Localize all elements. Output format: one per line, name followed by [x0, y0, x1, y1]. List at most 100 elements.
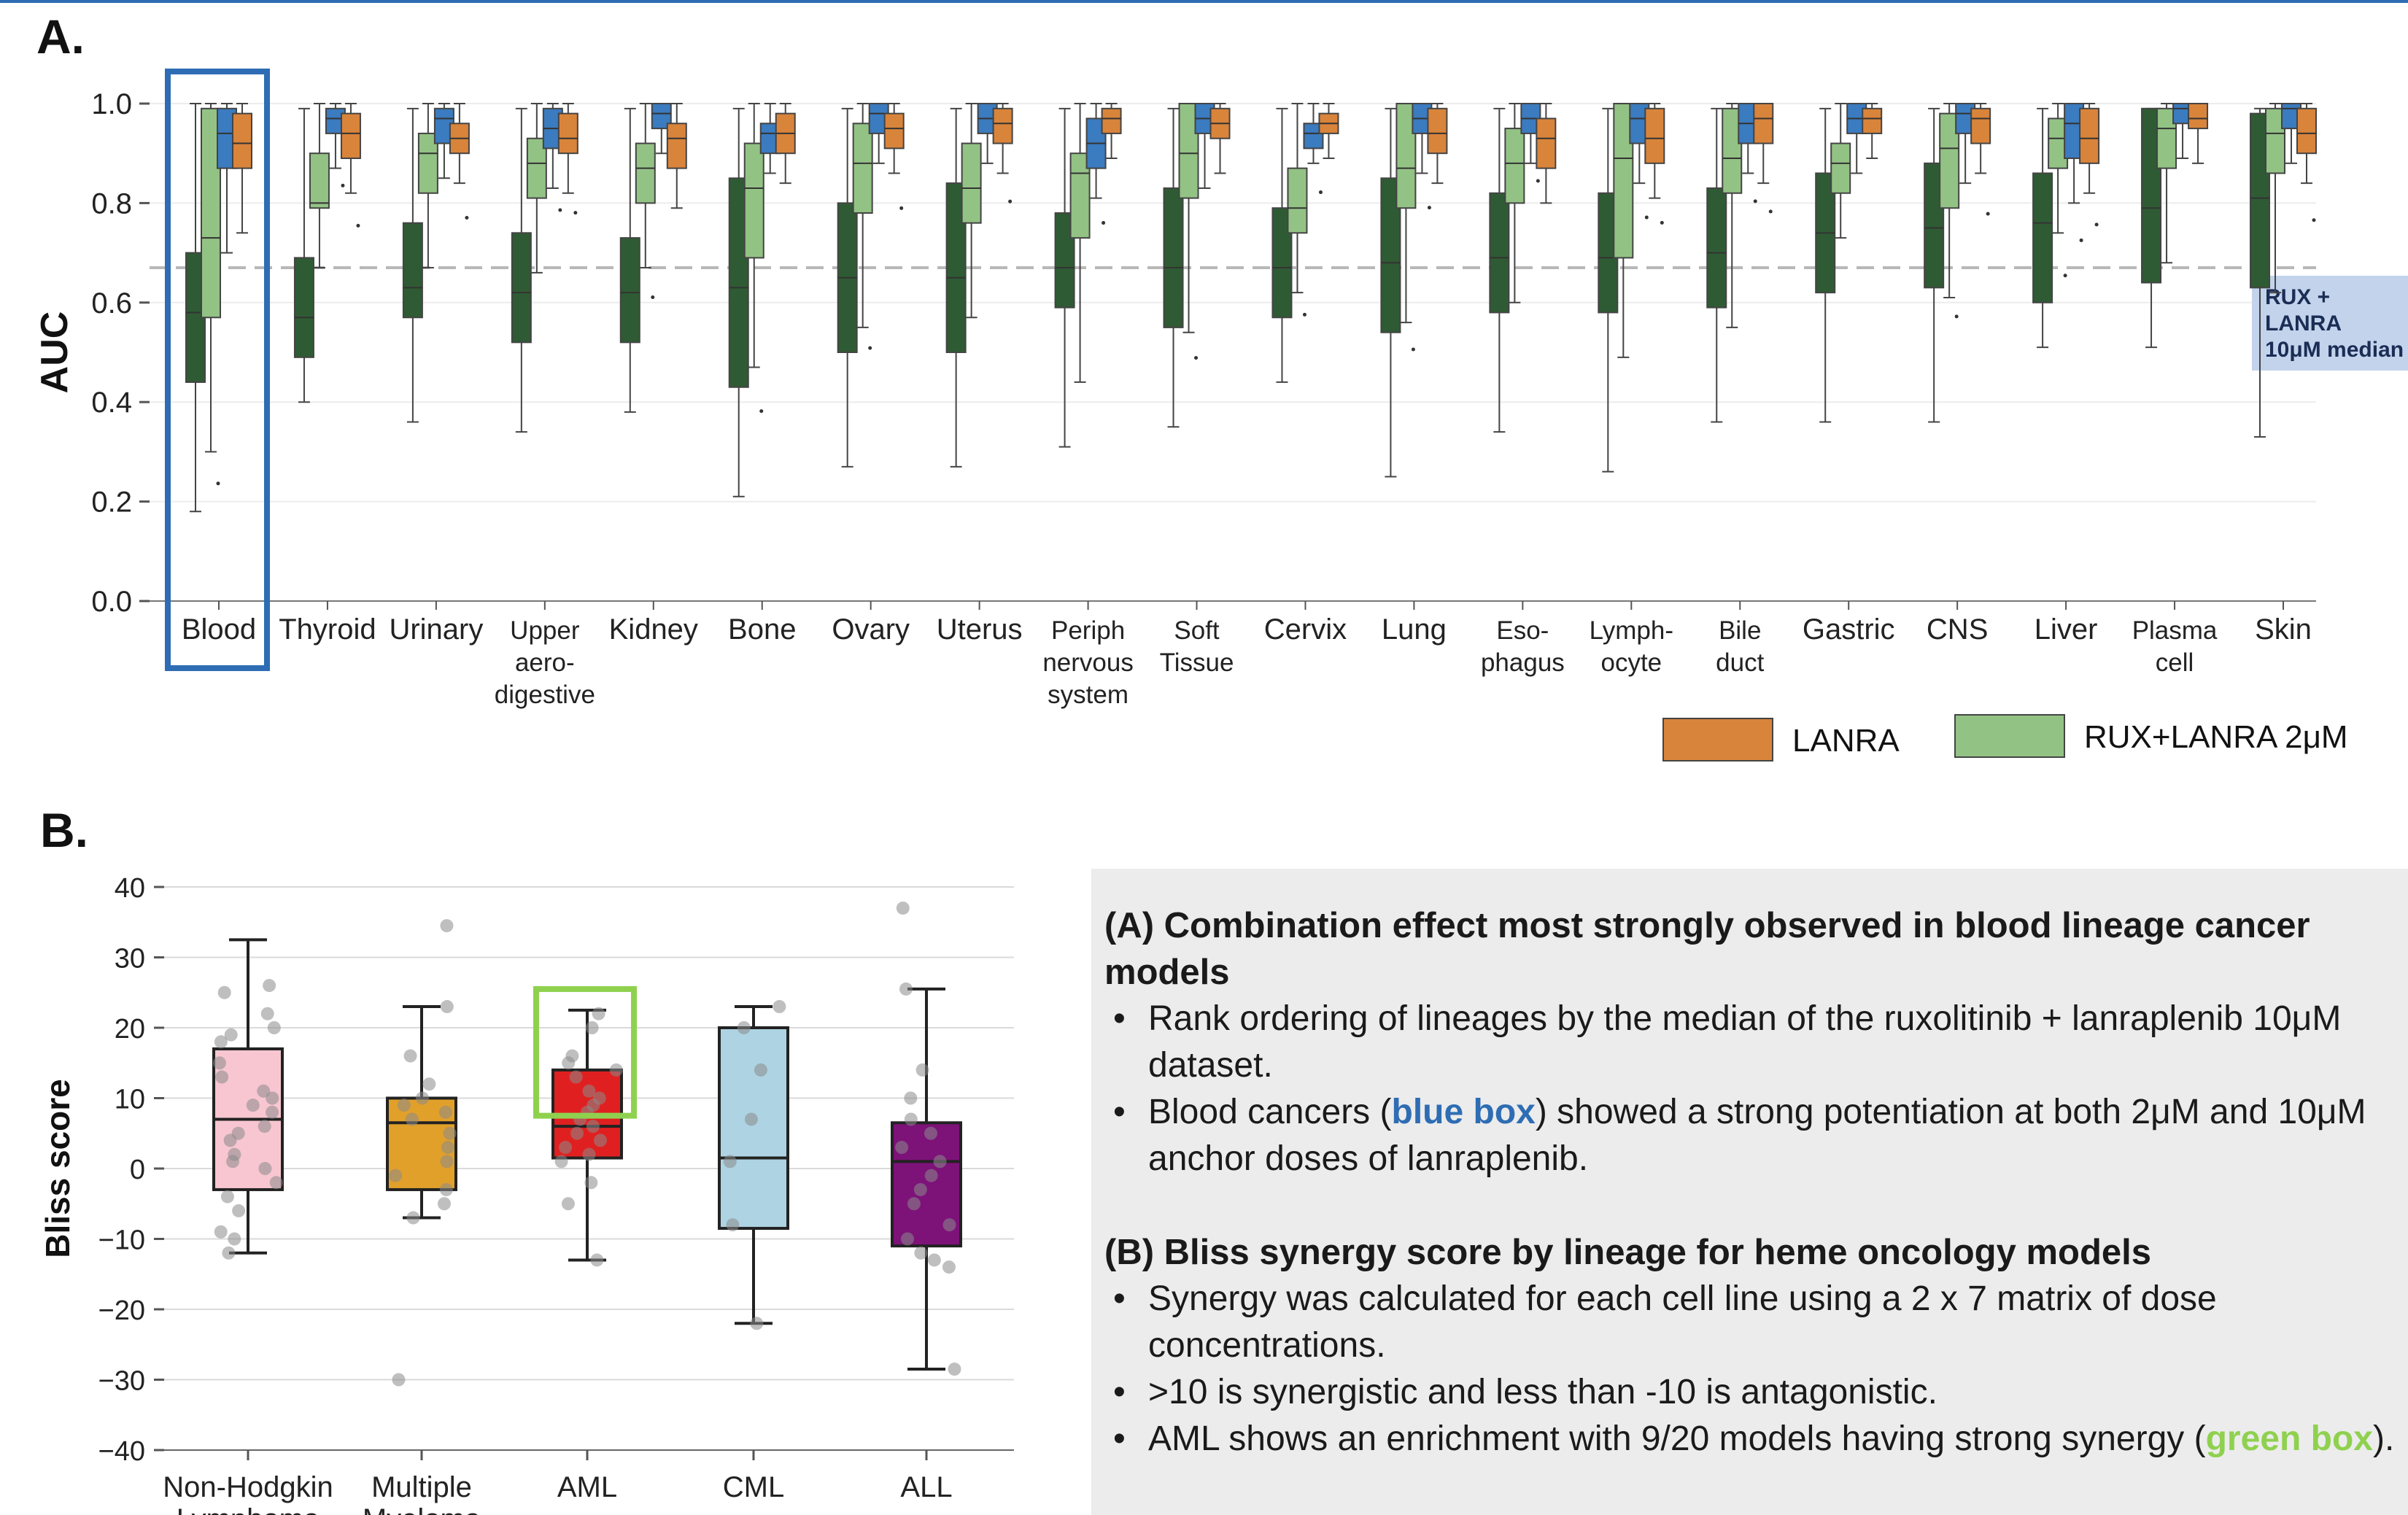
x-tick-label-a: ocyte — [1600, 648, 1662, 677]
data-point-b — [726, 1218, 740, 1232]
outlier-point-a — [356, 223, 360, 228]
box-lanra — [1862, 107, 1883, 134]
data-point-b — [590, 1253, 604, 1267]
data-point-b — [913, 1182, 927, 1196]
box-bliss-3 — [718, 1026, 789, 1231]
box-lanra — [666, 123, 687, 169]
data-point-b — [228, 1232, 241, 1246]
y-tick-label-a: 0.8 — [91, 187, 132, 220]
y-tick-label-b: −30 — [98, 1366, 145, 1397]
box-lanra — [1753, 103, 1774, 144]
data-point-b — [226, 1155, 240, 1169]
summary-b-bullet-3-pre: AML shows an enrichment with 9/20 models… — [1148, 1419, 2206, 1458]
data-point-b — [223, 1134, 237, 1147]
outlier-point-a — [868, 346, 872, 350]
green-box-highlight-text: green box — [2205, 1419, 2373, 1458]
summary-b-bullet-2: >10 is synergistic and less than -10 is … — [1104, 1369, 2403, 1416]
x-tick-label-a: Cervix — [1264, 613, 1347, 646]
x-tick-label-a: Kidney — [609, 613, 698, 646]
box-lanra — [1970, 107, 1991, 144]
data-point-b — [214, 1035, 228, 1049]
summary-a-bullet-2-pre: Blood cancers ( — [1148, 1093, 1392, 1131]
box-combo10 — [1706, 187, 1727, 309]
box-lanra — [1644, 107, 1665, 164]
data-point-b — [437, 1197, 451, 1211]
x-tick-label-a: Upper — [510, 616, 580, 645]
data-point-b — [266, 1105, 279, 1119]
x-tick-label-a: Bone — [728, 613, 796, 646]
box-combo10 — [2032, 172, 2053, 303]
outlier-point-a — [1644, 215, 1649, 220]
data-point-b — [389, 1169, 403, 1182]
box-combo10 — [619, 237, 640, 344]
x-tick-label-a: phagus — [1481, 648, 1565, 677]
box-combo2 — [2156, 107, 2177, 169]
x-tick-label-a: Ovary — [832, 613, 910, 646]
outlier-point-a — [899, 206, 904, 210]
x-tick-label-a: Liver — [2035, 613, 2098, 646]
x-tick-label-a: Lung — [1382, 613, 1447, 646]
y-tick-label-b: 40 — [115, 873, 145, 904]
box-lanra — [2296, 107, 2317, 155]
blue-box-highlight-text: blue box — [1391, 1093, 1536, 1131]
x-tick-label-a: CNS — [1927, 613, 1988, 646]
y-tick-label-a: 0.2 — [91, 487, 132, 519]
x-tick-label-a: Urinary — [389, 613, 483, 646]
outlier-point-a — [1753, 199, 1757, 204]
data-point-b — [582, 1084, 596, 1098]
median-annotation-text: LANRA — [2265, 311, 2342, 336]
data-point-b — [222, 1246, 236, 1260]
data-point-b — [750, 1317, 764, 1330]
data-point-b — [942, 1218, 956, 1232]
y-axis-title-a: AUC — [34, 311, 76, 394]
outlier-point-a — [2063, 274, 2067, 278]
x-tick-label-a: Plasma — [2132, 616, 2218, 645]
box-combo10 — [402, 222, 423, 319]
data-point-b — [267, 1021, 281, 1034]
box-lanra — [340, 112, 361, 160]
data-point-b — [609, 1063, 623, 1077]
box-combo2 — [1830, 142, 1851, 194]
y-tick-label-b: −10 — [98, 1225, 145, 1256]
data-point-b — [948, 1363, 961, 1376]
y-tick-label-a: 1.0 — [91, 88, 132, 120]
data-point-b — [933, 1155, 947, 1169]
box-lanra — [992, 107, 1013, 144]
data-point-b — [443, 1126, 457, 1140]
data-point-b — [586, 1120, 600, 1134]
outlier-point-a — [651, 295, 655, 299]
legend-label-combo2: RUX+LANRA 2μM — [2084, 719, 2348, 755]
x-tick-label-a: Thyroid — [279, 613, 376, 646]
aml-highlight-box — [533, 985, 637, 1119]
legend-label-lanra: LANRA — [1792, 723, 1900, 759]
data-point-b — [773, 1000, 786, 1014]
data-point-b — [440, 919, 454, 933]
x-tick-label-a: nervous — [1042, 648, 1134, 677]
data-point-b — [441, 1141, 454, 1155]
box-combo2 — [1069, 152, 1091, 239]
summary-text-panel: (A) Combination effect most strongly obs… — [1091, 869, 2408, 1515]
data-point-b — [215, 1070, 229, 1084]
median-annotation-text: 10μM median — [2265, 338, 2404, 362]
panel-a-label: A. — [36, 9, 85, 63]
summary-a-heading: (A) Combination effect most strongly obs… — [1104, 906, 2310, 992]
y-tick-label-b: −20 — [98, 1295, 145, 1326]
data-point-b — [438, 1105, 452, 1119]
x-tick-label-a: Periph — [1051, 616, 1125, 645]
x-tick-label-a: Eso- — [1496, 616, 1549, 645]
outlier-point-a — [2079, 238, 2083, 242]
data-point-b — [582, 1147, 596, 1161]
blood-highlight-box — [165, 69, 270, 671]
data-point-b — [232, 1204, 246, 1217]
data-point-b — [422, 1077, 436, 1091]
outlier-point-a — [759, 409, 764, 414]
box-combo2 — [309, 152, 330, 209]
box-combo2 — [1613, 103, 1634, 259]
x-tick-label-b: Multiple — [371, 1471, 472, 1503]
box-combo2 — [635, 142, 656, 204]
outlier-point-a — [465, 215, 469, 220]
box-combo10 — [1489, 192, 1510, 314]
data-point-b — [585, 1021, 599, 1034]
x-tick-label-b: CML — [723, 1471, 784, 1503]
